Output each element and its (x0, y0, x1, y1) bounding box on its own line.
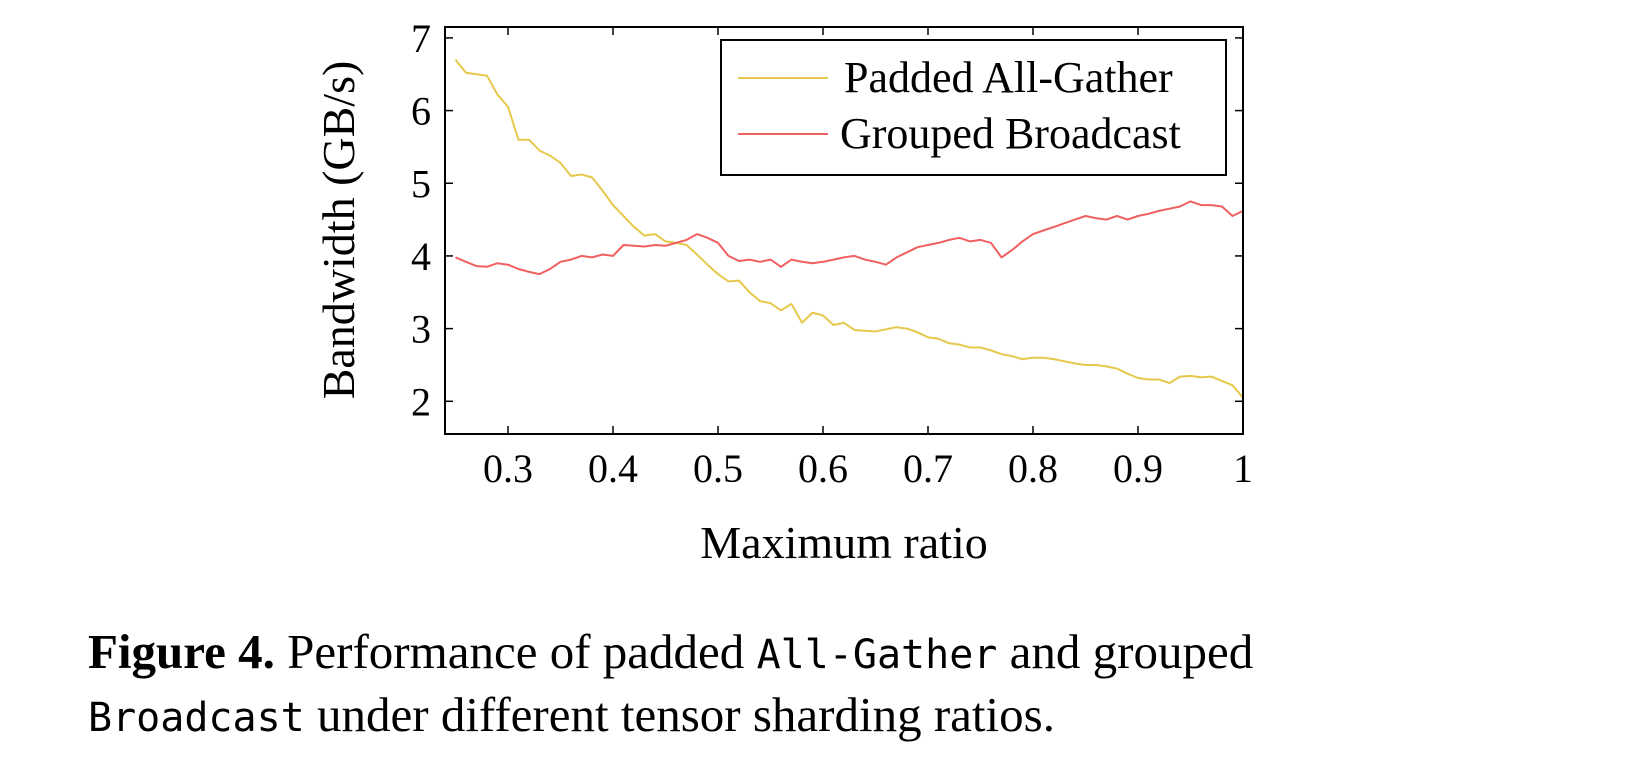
y-tick-label: 5 (411, 161, 431, 206)
x-tick-label: 0.8 (1008, 446, 1058, 491)
y-axis-ticks: 2 3 4 5 6 7 (411, 16, 1243, 424)
x-axis-label: Maximum ratio (700, 517, 987, 568)
figure-caption: Figure 4. Performance of padded All-Gath… (88, 622, 1608, 748)
series-lines (454, 59, 1244, 399)
figure-label: Figure 4. (88, 624, 275, 679)
line-chart: 0.3 0.4 0.5 0.6 0.7 0.8 0.9 1 2 3 4 5 6 7 Maximum ra… (313, 16, 1253, 568)
y-tick-label: 3 (411, 307, 431, 352)
x-tick-label: 0.7 (903, 446, 953, 491)
x-tick-label: 0.6 (798, 446, 848, 491)
legend-label-grouped-broadcast: Grouped Broadcast (840, 109, 1181, 158)
series-line-padded-all-gather (454, 59, 1244, 399)
caption-text-2: and grouped (997, 624, 1254, 679)
y-tick-label: 2 (411, 379, 431, 424)
y-tick-label: 7 (411, 16, 431, 61)
series-line-grouped-broadcast (455, 200, 1244, 276)
plot-frame (444, 26, 1244, 435)
x-axis-ticks: 0.3 0.4 0.5 0.6 0.7 0.8 0.9 1 (483, 27, 1253, 491)
x-tick-label: 0.4 (588, 446, 638, 491)
caption-code-all-gather: All-Gather (756, 632, 998, 678)
y-tick-label: 4 (411, 234, 431, 279)
x-tick-label: 1 (1233, 446, 1253, 491)
legend: Padded All-Gather Grouped Broadcast (720, 39, 1227, 176)
caption-code-broadcast: Broadcast (88, 695, 305, 741)
caption-text-3: under different tensor sharding ratios. (304, 687, 1055, 742)
y-axis-label: Bandwidth (GB/s) (313, 61, 364, 400)
y-tick-label: 6 (411, 89, 431, 134)
caption-text-1: Performance of padded (274, 624, 757, 679)
legend-label-padded-all-gather: Padded All-Gather (844, 53, 1173, 102)
x-tick-label: 0.5 (693, 446, 743, 491)
x-tick-label: 0.3 (483, 446, 533, 491)
legend-box (720, 39, 1227, 176)
x-tick-label: 0.9 (1113, 446, 1163, 491)
